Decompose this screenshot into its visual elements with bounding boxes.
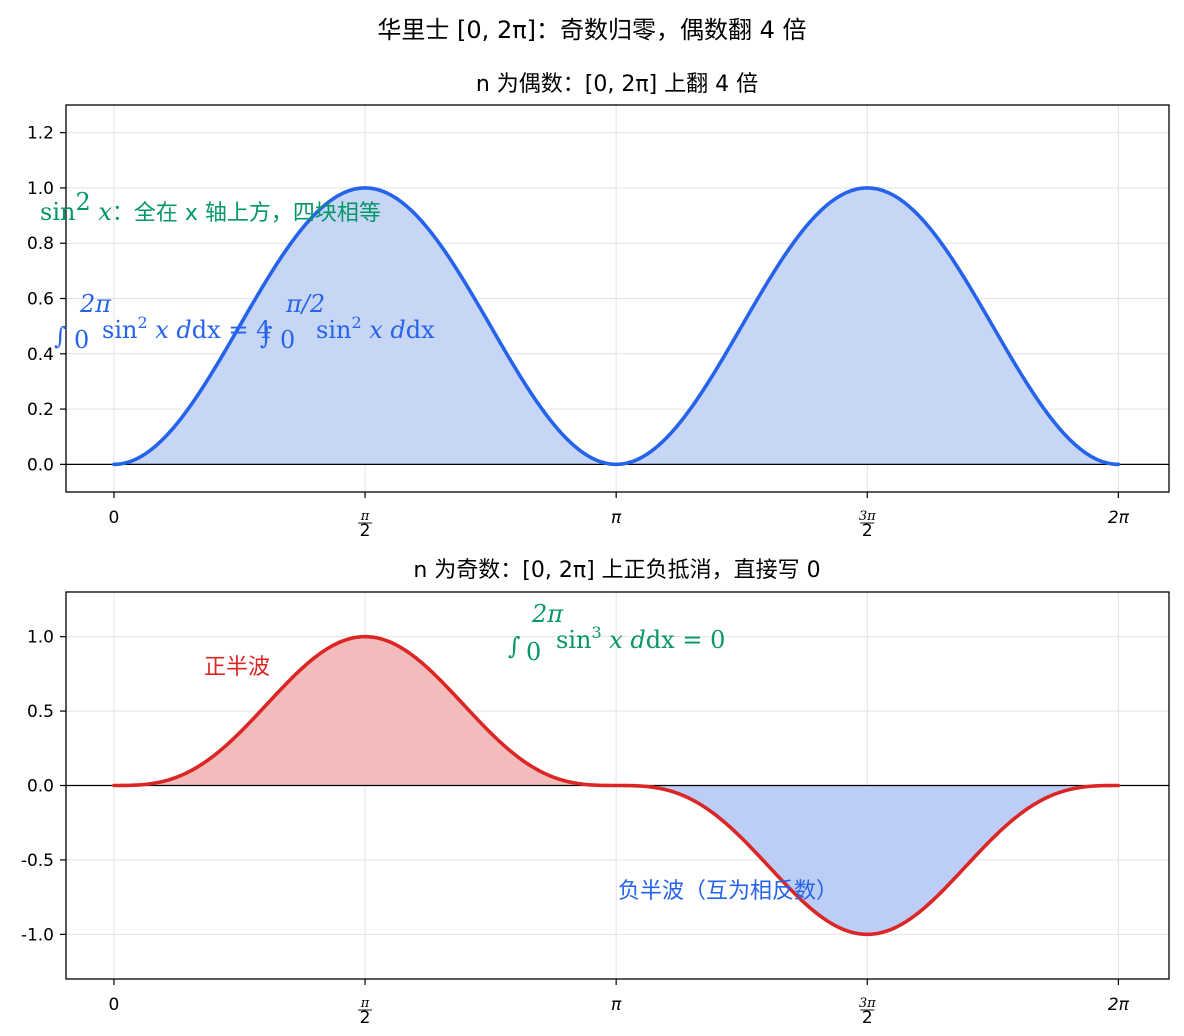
x-tick-label: π	[611, 508, 622, 528]
figure-suptitle: 华里士 [0, 2π]：奇数归零，偶数翻 4 倍	[377, 16, 806, 44]
panel-even-title: n 为偶数：[0, 2π] 上翻 4 倍	[476, 72, 758, 97]
svg-text:sin2 x ddx: sin2 x ddx	[316, 313, 435, 344]
panel-even-formula-mid: dx = 4	[192, 316, 272, 344]
svg-text:sin3 x ddx = 0: sin3 x ddx = 0	[556, 623, 725, 654]
svg-text:3π: 3π	[859, 996, 876, 1011]
panel-even: n 为偶数：[0, 2π] 上翻 4 倍 0.0 0.2 0.4 0.6 0.8 1.0 1…	[27, 72, 1170, 541]
panel-odd-formula-end: dx = 0	[646, 626, 726, 654]
panel-even-formula-end: dx	[406, 316, 435, 344]
svg-text:0: 0	[526, 638, 541, 666]
svg-text:2: 2	[862, 1008, 873, 1028]
svg-text:0: 0	[280, 326, 295, 354]
panel-odd-y-axis: -1.0 -0.5 0.0 0.5 1.0	[21, 628, 66, 945]
y-tick-label: 1.0	[27, 179, 54, 199]
svg-text:2: 2	[862, 521, 873, 541]
panel-odd-negative-area	[618, 785, 1119, 935]
y-tick-label: 1.2	[27, 124, 54, 144]
panel-odd-negative-label: 负半波（互为相反数）	[618, 879, 838, 904]
panel-even-note-text: ：全在 x 轴上方，四块相等	[112, 201, 381, 226]
x-tick-label: 3π2	[859, 509, 876, 541]
y-tick-label: 0.2	[27, 400, 54, 420]
panel-even-area	[113, 187, 1119, 465]
svg-text:2π: 2π	[79, 290, 112, 318]
panel-even-formula: ∫ 2π 0 sin2 x ddx = 4 ∫ π/2 0 sin2 x ddx	[54, 290, 435, 354]
svg-text:2π: 2π	[531, 600, 564, 628]
panel-odd-positive-area	[113, 636, 617, 786]
panel-odd-positive-label: 正半波	[204, 655, 270, 680]
x-tick-label: π	[611, 995, 622, 1015]
panel-even-curve-sin2	[112, 186, 1121, 467]
y-tick-label: 0.8	[27, 234, 54, 254]
y-tick-label: -1.0	[21, 925, 54, 945]
x-tick-label: 2π	[1108, 508, 1130, 528]
svg-text:∫: ∫	[54, 322, 67, 350]
y-tick-label: 0.4	[27, 345, 54, 365]
panel-even-y-axis: 0.0 0.2 0.4 0.6 0.8 1.0 1.2	[27, 124, 66, 475]
svg-text:∫: ∫	[260, 322, 273, 350]
panel-odd-formula: ∫ 2π 0 sin3 x ddx = 0	[508, 600, 725, 666]
x-tick-label: π2	[358, 509, 373, 541]
svg-text:2: 2	[360, 1008, 371, 1028]
x-tick-label: π2	[358, 996, 373, 1028]
x-tick-label: 0	[109, 508, 120, 528]
panel-odd-title: n 为奇数：[0, 2π] 上正负抵消，直接写 0	[413, 558, 820, 583]
panel-odd: n 为奇数：[0, 2π] 上正负抵消，直接写 0 -1.0 -0.5 0.0 0.5…	[21, 558, 1170, 1028]
x-tick-label: 0	[109, 995, 120, 1015]
x-tick-label: 2π	[1108, 995, 1130, 1015]
svg-text:π: π	[360, 996, 370, 1011]
svg-text:∫: ∫	[508, 632, 521, 660]
svg-text:3π: 3π	[859, 509, 876, 524]
y-tick-label: 0.6	[27, 290, 54, 310]
y-tick-label: 0.0	[27, 455, 54, 475]
svg-text:π/2: π/2	[285, 290, 325, 318]
svg-text:0: 0	[74, 326, 89, 354]
y-tick-label: 0.0	[27, 777, 54, 797]
svg-text:π: π	[360, 509, 370, 524]
y-tick-label: 0.5	[27, 702, 54, 722]
y-tick-label: 1.0	[27, 628, 54, 648]
svg-text:2: 2	[360, 521, 371, 541]
panel-odd-curve-sin3	[112, 634, 1121, 937]
y-tick-label: -0.5	[21, 851, 54, 871]
panel-even-note: sin2 x：全在 x 轴上方，四块相等	[40, 188, 381, 226]
svg-text:sin2 x ddx = 4: sin2 x ddx = 4	[102, 313, 271, 344]
x-tick-label: 3π2	[859, 996, 876, 1028]
